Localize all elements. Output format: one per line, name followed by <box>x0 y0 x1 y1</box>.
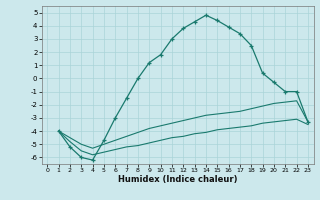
X-axis label: Humidex (Indice chaleur): Humidex (Indice chaleur) <box>118 175 237 184</box>
